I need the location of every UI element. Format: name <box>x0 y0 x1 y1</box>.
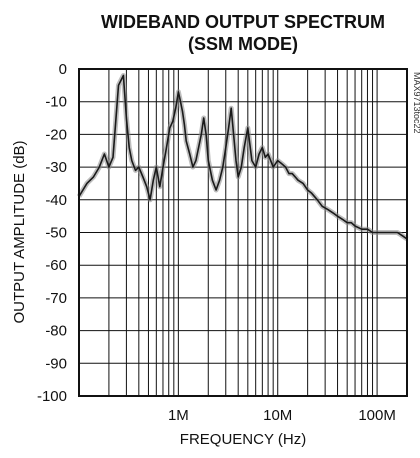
chart-title: WIDEBAND OUTPUT SPECTRUM <box>101 12 385 32</box>
y-tick-label: -10 <box>45 94 67 111</box>
series-layer <box>76 73 409 242</box>
y-tick-labels: 0 -10 -20 -30 -40 -50 -60 -70 -80 -90 -100 <box>37 61 67 405</box>
series-line <box>78 74 408 240</box>
x-tick-label: 100M <box>358 407 396 424</box>
x-axis-label: FREQUENCY (Hz) <box>180 431 306 448</box>
y-tick-label: -20 <box>45 126 67 143</box>
chart-subtitle: (SSM MODE) <box>188 34 298 54</box>
y-tick-label: -80 <box>45 323 67 340</box>
x-tick-labels: 1M 10M 100M <box>168 407 396 424</box>
x-tick-label: 1M <box>168 407 189 424</box>
y-tick-label: -40 <box>45 192 67 209</box>
y-tick-label: -90 <box>45 355 67 372</box>
side-label: MAX9713toc22 <box>412 72 420 134</box>
y-tick-label: -60 <box>45 257 67 274</box>
y-tick-label: -30 <box>45 159 67 176</box>
grid <box>79 68 407 397</box>
y-axis-label: OUTPUT AMPLITUDE (dB) <box>11 140 28 323</box>
y-tick-label: 0 <box>59 61 67 78</box>
x-tick-label: 10M <box>263 407 292 424</box>
y-tick-label: -100 <box>37 388 67 405</box>
y-tick-label: -50 <box>45 225 67 242</box>
plot-frame <box>78 68 408 397</box>
y-tick-label: -70 <box>45 290 67 307</box>
